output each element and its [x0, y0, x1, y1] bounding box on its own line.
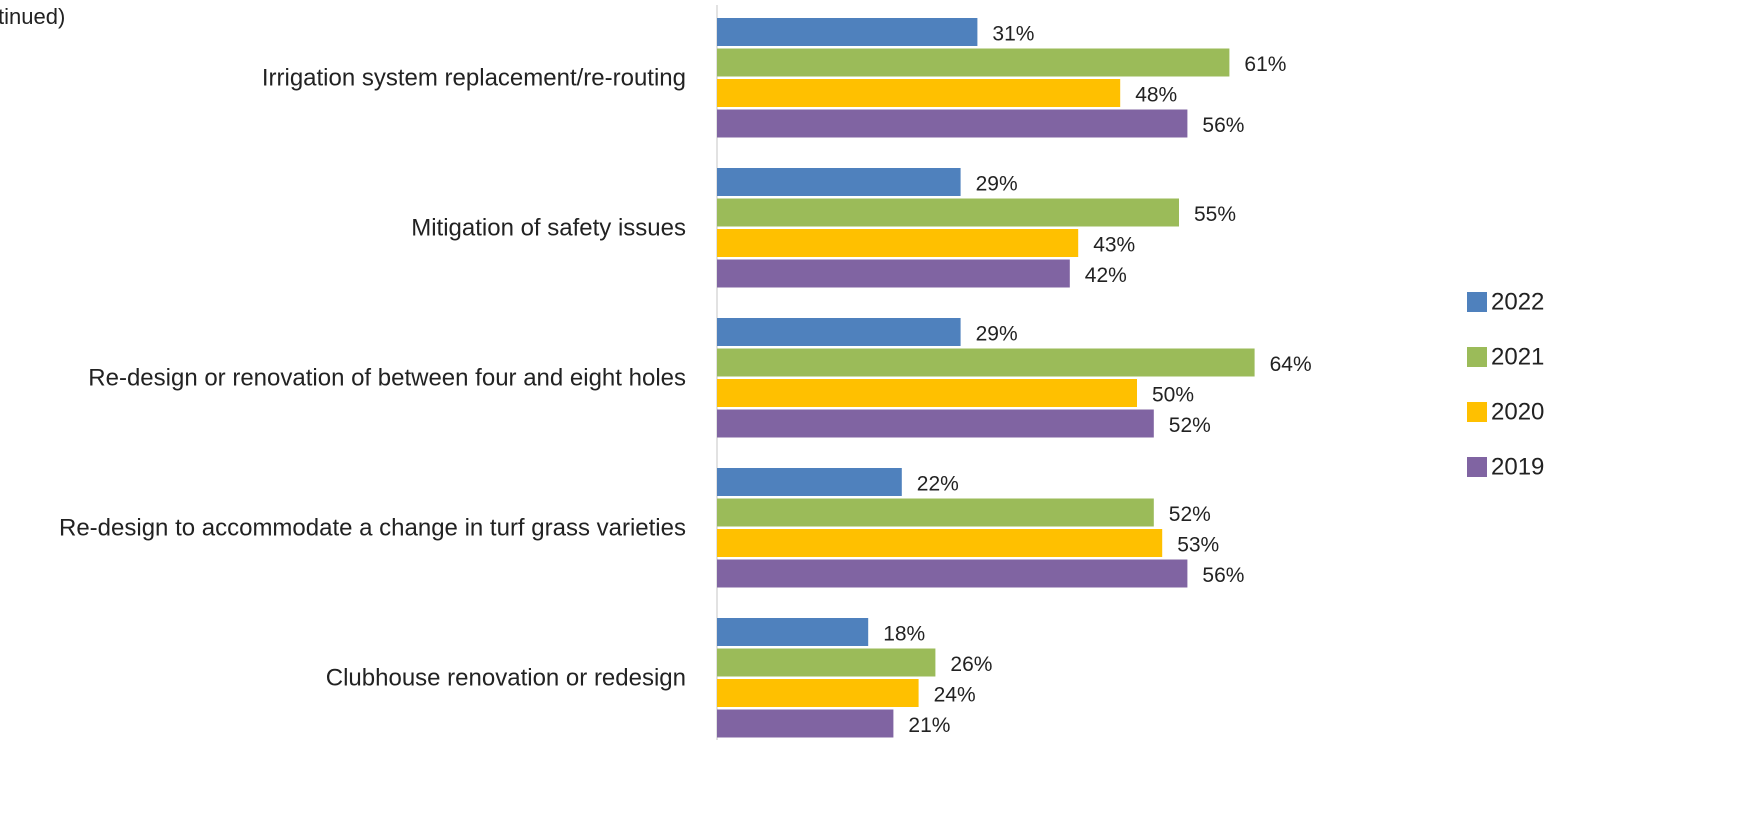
bar: [717, 648, 936, 677]
bar: [717, 109, 1188, 138]
data-label: 43%: [1093, 234, 1135, 257]
bar: [717, 229, 1079, 257]
data-label: 50%: [1152, 384, 1194, 407]
bar: [717, 18, 978, 46]
legend-swatch: [1467, 347, 1487, 367]
data-label: 22%: [917, 473, 959, 496]
category-label: Irrigation system replacement/re-routing: [261, 64, 686, 92]
bar: [717, 559, 1188, 588]
bar: [717, 198, 1179, 227]
chart-title: tinued): [0, 4, 66, 29]
legend-label: 2019: [1491, 453, 1544, 480]
data-label: 24%: [934, 684, 976, 707]
bar: [717, 409, 1154, 438]
category-label: Re-design or renovation of between four …: [88, 364, 686, 392]
data-label: 56%: [1202, 564, 1244, 587]
legend-label: 2020: [1491, 398, 1544, 425]
bar: [717, 168, 961, 196]
legend-label: 2022: [1491, 288, 1544, 315]
data-label: 61%: [1244, 53, 1286, 76]
data-label: 29%: [976, 323, 1018, 346]
bar: [717, 468, 902, 496]
bar: [717, 348, 1255, 377]
data-label: 31%: [992, 23, 1034, 46]
legend-swatch: [1467, 457, 1487, 477]
bar: [717, 79, 1121, 107]
data-label: 48%: [1135, 84, 1177, 107]
data-label: 21%: [908, 714, 950, 737]
data-label: 18%: [883, 623, 925, 646]
bar: [717, 379, 1137, 407]
legend-swatch: [1467, 402, 1487, 422]
data-label: 55%: [1194, 203, 1236, 226]
bar: [717, 618, 869, 646]
category-label: Re-design to accommodate a change in tur…: [59, 514, 686, 542]
data-label: 64%: [1270, 353, 1312, 376]
bar: [717, 679, 919, 707]
category-label: Clubhouse renovation or redesign: [325, 664, 686, 692]
data-label: 52%: [1169, 503, 1211, 526]
bar: [717, 529, 1163, 557]
data-label: 42%: [1085, 264, 1127, 287]
data-label: 26%: [950, 653, 992, 676]
category-label: Mitigation of safety issues: [411, 214, 686, 242]
data-label: 53%: [1177, 534, 1219, 557]
data-label: 52%: [1169, 414, 1211, 437]
bar: [717, 709, 894, 738]
bar: [717, 259, 1070, 288]
bar: [717, 48, 1230, 77]
bar: [717, 318, 961, 346]
bar: [717, 498, 1154, 527]
legend-swatch: [1467, 292, 1487, 312]
data-label: 56%: [1202, 114, 1244, 137]
data-label: 29%: [976, 173, 1018, 196]
legend-label: 2021: [1491, 343, 1544, 370]
